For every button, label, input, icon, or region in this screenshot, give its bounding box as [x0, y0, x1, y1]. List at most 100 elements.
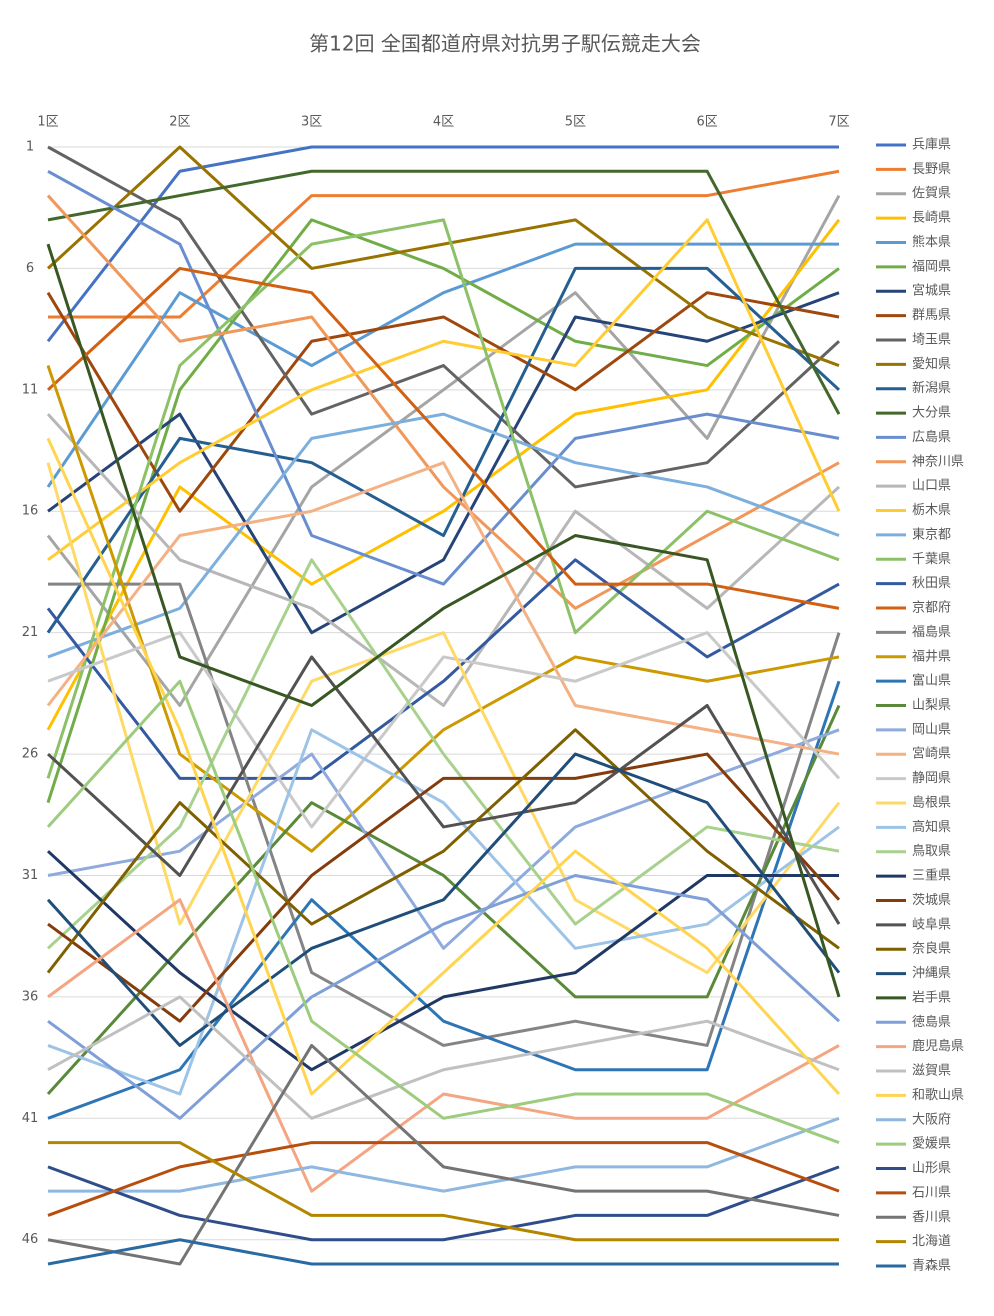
legend-label: 和歌山県 [912, 1088, 964, 1103]
series-line [46, 462, 841, 975]
legend-label: 宮城県 [912, 283, 951, 299]
series-line [48, 169, 840, 319]
legend-label: 大分県 [912, 406, 951, 421]
series-line [47, 145, 841, 489]
legend-label: 静岡県 [912, 771, 951, 786]
legend-label: 京都府 [912, 601, 951, 616]
series-line [46, 437, 841, 1096]
legend-label: 北海道 [912, 1234, 951, 1249]
series-line [48, 582, 841, 1047]
series-line [46, 194, 840, 610]
y-tick-label: 41 [22, 1111, 39, 1126]
legend-label: 福島県 [912, 625, 951, 640]
legend-label: 石川県 [912, 1185, 951, 1200]
legend-label: 沖縄県 [912, 966, 951, 981]
series-line [46, 218, 840, 804]
x-tick-label: 3区 [301, 115, 322, 130]
series-line [48, 1141, 839, 1242]
series-line [46, 679, 840, 1144]
series-line [46, 194, 841, 707]
legend-label: 島根県 [912, 795, 951, 810]
legend-label: 茨城県 [912, 893, 951, 908]
legend-label: 奈良県 [912, 941, 951, 957]
series-line [46, 242, 839, 488]
series-line [47, 728, 840, 1096]
legend-label: 山形県 [912, 1161, 951, 1176]
y-tick-label: 46 [22, 1232, 39, 1247]
x-tick-label: 2区 [169, 115, 190, 130]
legend-label: 栃木県 [912, 503, 951, 518]
series-line [46, 461, 840, 756]
series-line [47, 1238, 839, 1266]
series-line [46, 266, 841, 634]
series-line [46, 728, 840, 974]
x-tick-label: 1区 [37, 115, 58, 130]
x-tick-label: 5区 [565, 115, 586, 130]
legend-label: 岡山県 [912, 722, 951, 737]
series-line [46, 218, 841, 731]
series-line [47, 169, 840, 586]
series-line [46, 145, 840, 367]
y-tick-label: 21 [22, 625, 39, 640]
series-line [47, 752, 841, 1023]
series-line [47, 412, 840, 659]
series-line [46, 558, 840, 950]
legend-label: 愛媛県 [912, 1137, 951, 1152]
legend-label: 福井県 [912, 649, 951, 664]
y-tick-label: 31 [22, 868, 39, 883]
legend-label: 埼玉県 [912, 332, 951, 347]
legend-label: 長崎県 [912, 211, 951, 226]
legend-label: 佐賀県 [912, 186, 951, 201]
x-tick-label: 7区 [828, 115, 849, 130]
series-line [46, 655, 841, 925]
series-line [47, 169, 841, 415]
legend-label: 三重県 [912, 868, 951, 884]
legend-label: 富山県 [912, 673, 951, 689]
legend-label: 熊本県 [912, 234, 951, 250]
series-line [46, 291, 840, 513]
series-line [47, 995, 840, 1120]
legend-label: 東京都 [912, 526, 951, 542]
series-line [46, 558, 840, 780]
series-line [47, 291, 840, 635]
series-line [47, 1141, 840, 1217]
legend-label: 長野県 [912, 162, 951, 177]
legend-label: 滋賀県 [912, 1064, 951, 1079]
legend-label: 徳島県 [912, 1015, 951, 1030]
series-line [47, 680, 841, 1120]
legend-label: 大阪府 [912, 1112, 951, 1127]
series-line [47, 1165, 840, 1242]
legend-label: 岐阜県 [912, 916, 951, 932]
series-line [46, 752, 841, 1047]
y-tick-label: 16 [22, 504, 39, 519]
series-line [46, 243, 841, 998]
chart-title: 第12回 全国都道府県対抗男子駅伝競走大会 [309, 32, 701, 56]
series-line [48, 1116, 840, 1193]
series-line [46, 218, 840, 779]
series-line [47, 728, 840, 950]
legend-label: 福岡県 [912, 259, 951, 274]
legend-label: 青森県 [912, 1259, 951, 1274]
legend-label: 山梨県 [912, 698, 951, 713]
series-line [47, 898, 840, 1193]
legend-label: 群馬県 [912, 308, 951, 323]
series-line [47, 1043, 840, 1266]
series-line [46, 266, 840, 610]
series-line [47, 631, 841, 829]
series-line [47, 873, 841, 1120]
series-line [47, 218, 841, 562]
series-line [46, 365, 840, 853]
legend-label: 鳥取県 [912, 844, 951, 859]
legend-label: 鹿児島県 [912, 1038, 964, 1054]
series-line [46, 413, 841, 707]
legend-label: 秋田県 [912, 576, 951, 591]
legend-label: 香川県 [912, 1210, 951, 1225]
x-tick-label: 6区 [697, 115, 718, 130]
y-tick-label: 6 [26, 261, 34, 276]
x-tick-label: 4区 [433, 115, 454, 130]
legend-label: 宮崎県 [912, 746, 951, 762]
legend-label: 新潟県 [912, 380, 951, 396]
legend-label: 神奈川県 [912, 454, 964, 469]
